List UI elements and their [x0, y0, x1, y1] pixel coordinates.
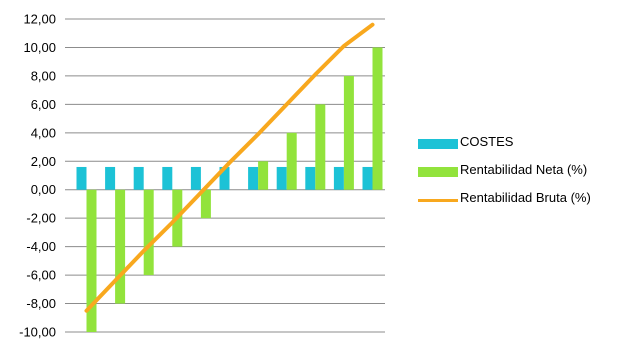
bar-costes: [333, 166, 344, 190]
bar-costes: [190, 166, 201, 190]
bar-costes: [219, 166, 230, 190]
legend: COSTES Rentabilidad Neta (%) Rentabilida…: [418, 134, 618, 218]
bar-costes: [362, 166, 373, 190]
legend-item-costes: COSTES: [418, 134, 618, 162]
y-tick-label: -2,00: [26, 211, 56, 226]
bar-rentabilidad-neta: [115, 189, 126, 304]
y-tick-label: 6,00: [31, 97, 56, 112]
y-tick-label: 10,00: [23, 40, 56, 55]
bar-costes: [305, 166, 316, 190]
bars: [76, 47, 383, 332]
legend-swatch-rentabilidad-bruta: [418, 199, 458, 202]
y-tick-label: 4,00: [31, 125, 56, 140]
y-tick-label: 2,00: [31, 154, 56, 169]
legend-swatch-costes: [418, 139, 458, 149]
bar-costes: [133, 166, 144, 190]
bar-costes: [276, 166, 287, 190]
line-rentabilidad-bruta: [84, 22, 375, 313]
line-series: [84, 22, 375, 313]
bar-costes: [248, 166, 259, 190]
y-tick-label: 12,00: [23, 12, 56, 27]
y-tick-label: -10,00: [19, 325, 56, 339]
bar-costes: [105, 166, 116, 190]
legend-item-rentabilidad-bruta: Rentabilidad Bruta (%): [418, 190, 618, 218]
bar-rentabilidad-neta: [143, 189, 154, 276]
legend-label-rentabilidad-bruta: Rentabilidad Bruta (%): [460, 190, 591, 205]
legend-swatch-rentabilidad-neta: [418, 167, 458, 177]
legend-label-costes: COSTES: [460, 134, 514, 149]
y-tick-label: -4,00: [26, 239, 56, 254]
y-tick-label: -8,00: [26, 296, 56, 311]
y-tick-label: 0,00: [31, 182, 56, 197]
bar-rentabilidad-neta: [372, 47, 383, 190]
legend-label-rentabilidad-neta: Rentabilidad Neta (%): [460, 162, 588, 177]
bar-rentabilidad-neta: [286, 132, 297, 190]
bar-rentabilidad-neta: [343, 75, 354, 190]
bar-rentabilidad-neta: [258, 161, 269, 190]
bar-rentabilidad-neta: [315, 104, 326, 190]
bar-rentabilidad-neta: [86, 189, 97, 332]
bar-costes: [162, 166, 173, 190]
y-tick-label: 8,00: [31, 68, 56, 83]
y-axis-tick-labels: 12,00 10,00 8,00 6,00 4,00 2,00 0,00 -2,00 -4,00…: [19, 12, 56, 339]
bar-costes: [76, 166, 87, 190]
legend-item-rentabilidad-neta: Rentabilidad Neta (%): [418, 162, 618, 190]
bar-rentabilidad-neta: [200, 189, 211, 219]
y-tick-label: -6,00: [26, 268, 56, 283]
